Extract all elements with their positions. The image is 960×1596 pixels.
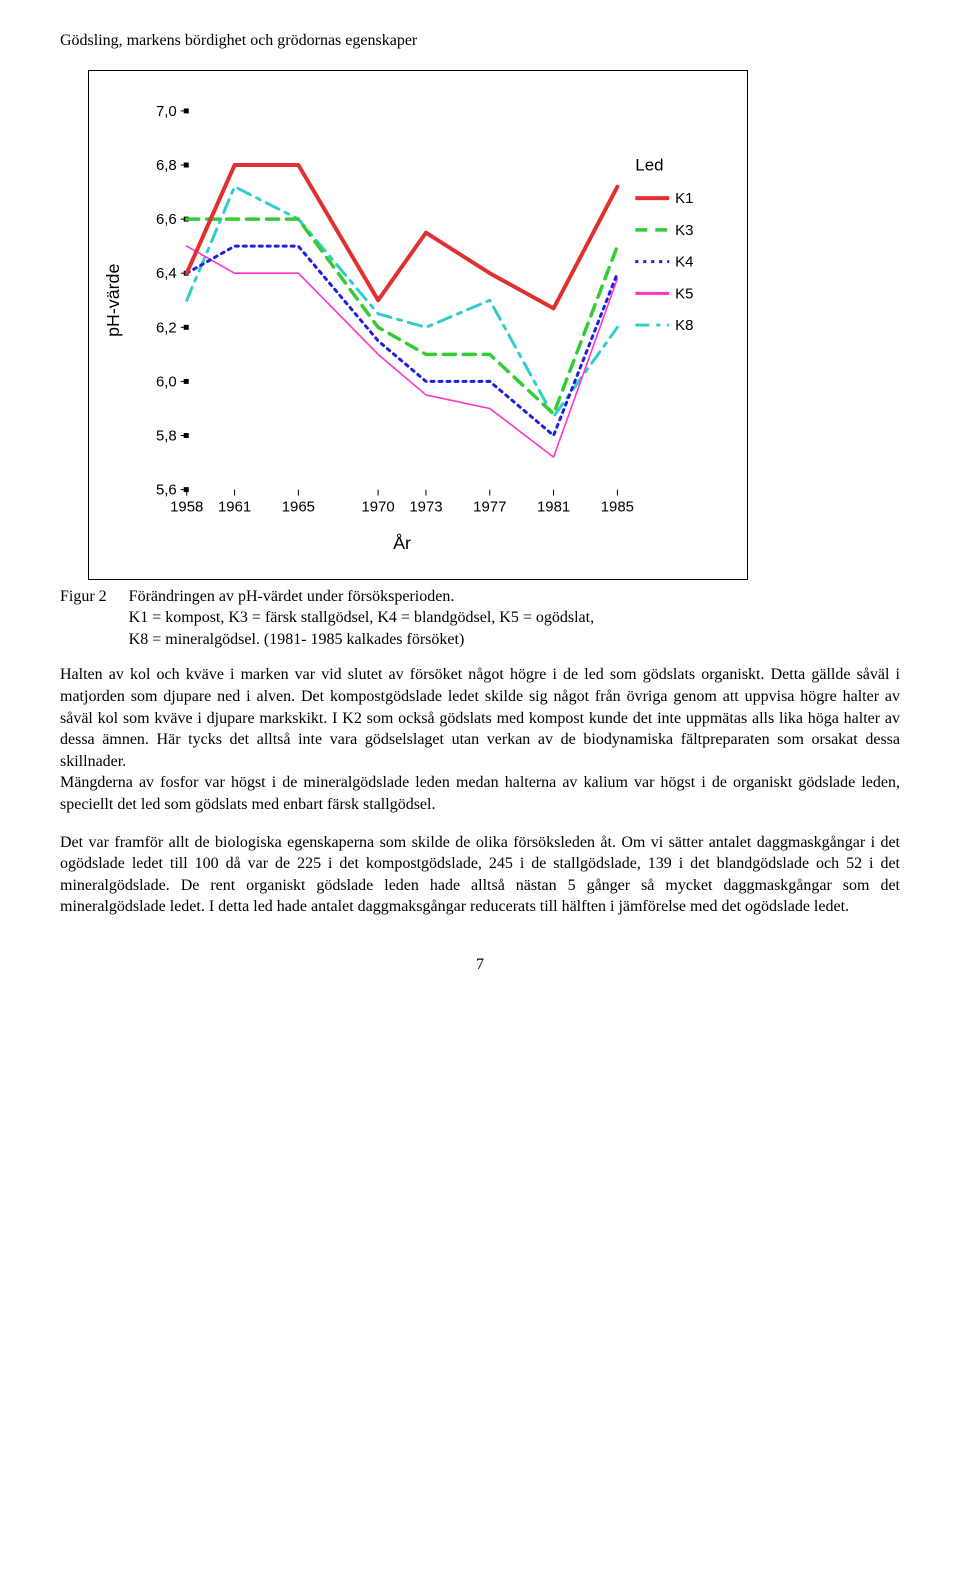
svg-text:6,0: 6,0 (156, 374, 177, 390)
svg-text:6,2: 6,2 (156, 320, 177, 336)
svg-text:6,4: 6,4 (156, 266, 177, 282)
body-paragraph: Det var framför allt de biologiska egens… (60, 832, 900, 918)
svg-text:1965: 1965 (282, 499, 315, 515)
svg-text:1973: 1973 (409, 499, 442, 515)
figure-caption-label: Figur 2 (60, 586, 107, 651)
svg-text:1977: 1977 (473, 499, 506, 515)
svg-text:7,0: 7,0 (156, 104, 177, 120)
svg-text:K4: K4 (675, 254, 693, 270)
svg-text:pH-värde: pH-värde (103, 263, 123, 336)
svg-text:K3: K3 (675, 222, 693, 238)
svg-text:K8: K8 (675, 318, 693, 334)
svg-text:K1: K1 (675, 191, 693, 207)
svg-text:1970: 1970 (361, 499, 394, 515)
svg-text:1985: 1985 (601, 499, 634, 515)
chart-svg: 5,6 5,8 6,0 6,2 6,4 6,6 6,8 7,0 1958 1961 1965 1970… (99, 103, 737, 559)
figure-caption-text: Förändringen av pH-värdet under försöksp… (129, 586, 900, 651)
svg-text:1961: 1961 (218, 499, 251, 515)
svg-text:6,8: 6,8 (156, 158, 177, 174)
figure-caption: Figur 2 Förändringen av pH-värdet under … (60, 586, 900, 651)
svg-text:K5: K5 (675, 286, 693, 302)
svg-text:1981: 1981 (537, 499, 570, 515)
body-paragraph: Halten av kol och kväve i marken var vid… (60, 664, 900, 772)
svg-text:1958: 1958 (170, 499, 203, 515)
svg-text:5,6: 5,6 (156, 482, 177, 498)
svg-text:Led: Led (635, 155, 663, 174)
svg-text:5,8: 5,8 (156, 428, 177, 444)
page-header: Gödsling, markens bördighet och grödorna… (60, 30, 900, 52)
svg-text:År: År (393, 533, 411, 553)
page-number: 7 (60, 954, 900, 976)
svg-text:6,6: 6,6 (156, 212, 177, 228)
body-paragraph: Mängderna av fosfor var högst i de miner… (60, 772, 900, 815)
ph-chart: 5,6 5,8 6,0 6,2 6,4 6,6 6,8 7,0 1958 1961 1965 1970… (88, 70, 748, 580)
